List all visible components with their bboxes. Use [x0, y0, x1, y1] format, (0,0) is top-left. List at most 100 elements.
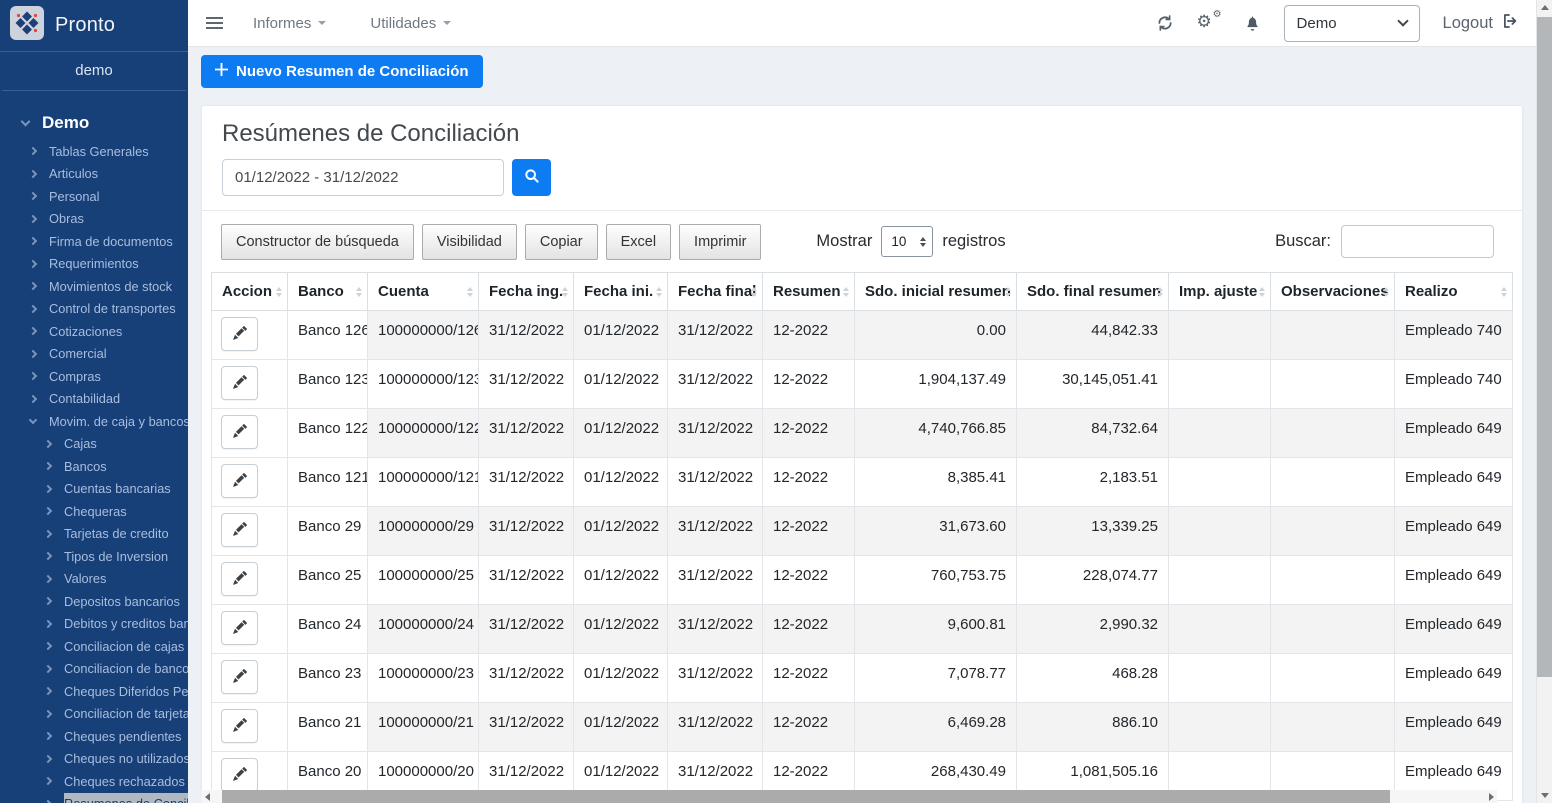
pencil-icon	[232, 570, 247, 588]
column-header-realizo[interactable]: Realizo	[1394, 272, 1513, 311]
vertical-scrollbar-thumb[interactable]	[1537, 17, 1552, 677]
sidebar-item-depositos-bancarios[interactable]: Depositos bancarios	[0, 590, 188, 613]
menu-informes[interactable]: Informes	[253, 15, 327, 32]
column-header-sdo-inicial-resumen[interactable]: Sdo. inicial resumen	[854, 272, 1017, 311]
sidebar-item-cheques-pendientes[interactable]: Cheques pendientes	[0, 725, 188, 748]
sort-up-icon	[1157, 286, 1163, 291]
sidebar-item-cheques-no-utilizados[interactable]: Cheques no utilizados	[0, 748, 188, 771]
chevron-right-icon	[28, 372, 38, 381]
search-button[interactable]	[512, 159, 551, 196]
pencil-icon	[232, 423, 247, 441]
sidebar-item-control-de-transportes[interactable]: Control de transportes	[0, 298, 188, 321]
datatable-button-imprimir[interactable]: Imprimir	[679, 223, 762, 260]
horizontal-scrollbar-thumb[interactable]	[222, 790, 1390, 803]
sidebar-item-label: Obras	[49, 211, 84, 227]
cell-accion	[211, 408, 288, 458]
table-row: Banco 21 100000000/21 31/12/2022 01/12/2022…	[211, 702, 1513, 752]
scroll-up-arrow-icon[interactable]	[1537, 5, 1552, 10]
sidebar-item-cajas[interactable]: Cajas	[0, 433, 188, 456]
brand[interactable]: Pronto	[0, 0, 188, 52]
sidebar-item-demo-root[interactable]: Demo	[0, 110, 188, 136]
column-header-resumen[interactable]: Resumen	[762, 272, 855, 311]
sidebar-item-tipos-de-inversion[interactable]: Tipos de Inversion	[0, 545, 188, 568]
sidebar-item-cotizaciones[interactable]: Cotizaciones	[0, 320, 188, 343]
column-header-sdo-final-resumen[interactable]: Sdo. final resumen	[1016, 272, 1169, 311]
sidebar-item-personal[interactable]: Personal	[0, 185, 188, 208]
column-header-accion[interactable]: Accion	[211, 272, 288, 311]
sidebar-item-contabilidad[interactable]: Contabilidad	[0, 388, 188, 411]
page-length-select[interactable]: 10	[881, 226, 934, 257]
edit-button[interactable]	[221, 317, 258, 351]
cell-accion	[211, 604, 288, 654]
notifications-bell-icon[interactable]	[1244, 14, 1261, 33]
cell-imp-ajuste	[1168, 653, 1271, 703]
sidebar-item-cheques-diferidos-pendientes[interactable]: Cheques Diferidos Pendientes	[0, 680, 188, 703]
horizontal-scrollbar	[201, 790, 1497, 803]
datatable-button-constructor-de-busqueda[interactable]: Constructor de búsqueda	[221, 223, 414, 260]
sidebar-item-chequeras[interactable]: Chequeras	[0, 500, 188, 523]
column-header-imp-ajuste[interactable]: Imp. ajuste	[1168, 272, 1271, 311]
sidebar-item-conciliacion-de-cajas[interactable]: Conciliacion de cajas	[0, 635, 188, 658]
card-body: Constructor de búsqueda Visibilidad Copiar…	[202, 211, 1522, 801]
hamburger-menu-icon[interactable]	[206, 17, 223, 29]
sort-icon	[356, 286, 362, 297]
datatable-button-label: Constructor de búsqueda	[236, 233, 399, 250]
cell-banco: Banco 23	[287, 653, 368, 703]
sidebar-item-movim-de-caja-y-bancos[interactable]: Movim. de caja y bancos	[0, 410, 188, 433]
sidebar-item-cheques-rechazados[interactable]: Cheques rechazados	[0, 770, 188, 793]
edit-button[interactable]	[221, 758, 258, 792]
sidebar-item-tarjetas-de-credito[interactable]: Tarjetas de credito	[0, 523, 188, 546]
refresh-icon[interactable]	[1156, 14, 1174, 32]
sidebar-item-debitos-y-creditos-bancarios[interactable]: Debitos y creditos bancarios	[0, 613, 188, 636]
sidebar-item-resumenes-de-conciliacion[interactable]: Resumenes de Conciliacion	[0, 792, 188, 803]
column-header-banco[interactable]: Banco	[287, 272, 368, 311]
edit-button[interactable]	[221, 709, 258, 743]
column-header-cuenta[interactable]: Cuenta	[367, 272, 479, 311]
scroll-left-arrow-icon[interactable]	[201, 792, 213, 801]
datatable-button-copiar[interactable]: Copiar	[524, 223, 598, 260]
cell-resumen: 12-2022	[762, 555, 855, 605]
sidebar-item-firma-de-documentos[interactable]: Firma de documentos	[0, 230, 188, 253]
table-search-input[interactable]	[1341, 225, 1494, 258]
sidebar-item-movimientos-de-stock[interactable]: Movimientos de stock	[0, 275, 188, 298]
new-summary-button[interactable]: Nuevo Resumen de Conciliación	[201, 55, 483, 88]
sidebar-item-obras[interactable]: Obras	[0, 208, 188, 231]
sidebar-item-conciliacion-de-bancos[interactable]: Conciliacion de bancos	[0, 658, 188, 681]
datatable-button-excel[interactable]: Excel	[605, 223, 672, 260]
sidebar-item-cuentas-bancarias[interactable]: Cuentas bancarias	[0, 478, 188, 501]
sort-down-icon	[751, 292, 757, 297]
sidebar-item-comercial[interactable]: Comercial	[0, 343, 188, 366]
cell-imp-ajuste	[1168, 555, 1271, 605]
chevron-right-icon	[43, 754, 53, 763]
sidebar-item-bancos[interactable]: Bancos	[0, 455, 188, 478]
column-header-fecha-final[interactable]: Fecha final	[667, 272, 763, 311]
edit-button[interactable]	[221, 660, 258, 694]
scroll-down-arrow-icon[interactable]	[1537, 793, 1552, 798]
cell-sdo-inicial: 0.00	[854, 310, 1017, 360]
sidebar-item-compras[interactable]: Compras	[0, 365, 188, 388]
edit-button[interactable]	[221, 611, 258, 645]
menu-utilidades[interactable]: Utilidades	[370, 15, 452, 32]
edit-button[interactable]	[221, 562, 258, 596]
column-header-label: Imp. ajuste	[1179, 283, 1258, 300]
sidebar-item-conciliacion-de-tarjetas-de-credito[interactable]: Conciliacion de tarjetas de credito	[0, 703, 188, 726]
workspace-select[interactable]: Demo	[1283, 4, 1420, 42]
edit-button[interactable]	[221, 415, 258, 449]
edit-button[interactable]	[221, 513, 258, 547]
sidebar-item-requerimientos[interactable]: Requerimientos	[0, 253, 188, 276]
column-header-fecha-ing[interactable]: Fecha ing.	[478, 272, 574, 311]
column-header-fecha-ini[interactable]: Fecha ini.	[573, 272, 668, 311]
edit-button[interactable]	[221, 366, 258, 400]
sort-icon	[1501, 286, 1507, 297]
datatable-button-visibilidad[interactable]: Visibilidad	[421, 223, 517, 260]
chevron-down-icon	[28, 415, 38, 424]
edit-button[interactable]	[221, 464, 258, 498]
scroll-right-arrow-icon[interactable]	[1485, 792, 1497, 801]
settings-gears-icon[interactable]: ⚙ ⚙	[1196, 9, 1222, 32]
column-header-observaciones[interactable]: Observaciones	[1270, 272, 1395, 311]
sidebar-item-articulos[interactable]: Articulos	[0, 163, 188, 186]
logout-button[interactable]: Logout	[1443, 12, 1520, 35]
sidebar-item-tablas-generales[interactable]: Tablas Generales	[0, 140, 188, 163]
date-range-input[interactable]	[222, 159, 504, 196]
sidebar-item-valores[interactable]: Valores	[0, 568, 188, 591]
